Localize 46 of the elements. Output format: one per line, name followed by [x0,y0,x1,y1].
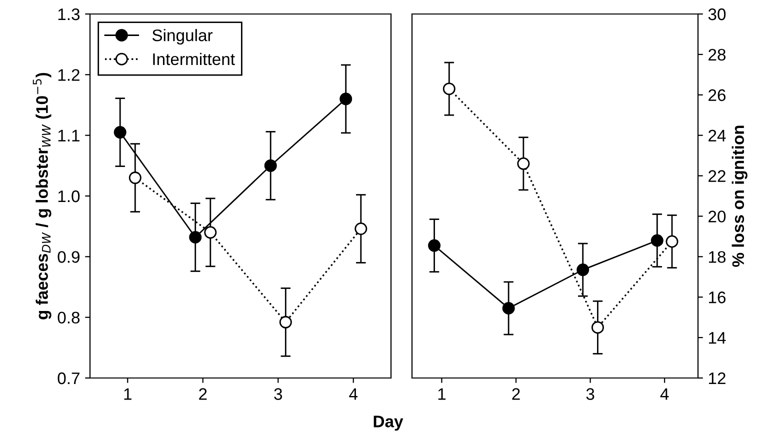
point [264,159,277,172]
y-tick-label: 22 [708,170,726,182]
point [428,239,441,252]
x-axis-title: Day [374,416,404,431]
y-tick-label: 24 [708,130,726,142]
y-tick-label: 1.0 [58,190,80,202]
y-tick-label: 0.9 [58,251,80,263]
point [114,126,126,139]
y-tick-label: 26 [708,89,726,102]
y-axis-title: % loss on ignition [732,126,748,267]
point [666,235,678,248]
y-tick-label: 16 [708,292,726,304]
point [204,226,217,239]
point [279,316,292,328]
point [442,82,456,96]
point [128,172,142,184]
point [189,231,202,244]
y-tick-label: 0.7 [58,372,80,384]
x-tick-label: 2 [512,388,520,400]
y-tick-label: 0.8 [58,312,80,324]
legend-label: Singular [152,29,213,45]
y-tick-label: 18 [708,251,726,263]
point [650,234,664,247]
x-tick-label: 2 [199,388,207,400]
x-tick-label: 4 [349,388,358,400]
y-tick-label: 30 [708,8,726,20]
point [517,157,530,170]
y-tick-label: 1.2 [58,69,80,81]
y-tick-label: 28 [708,48,726,61]
x-tick-label: 3 [274,388,282,400]
y-axis-title: g faeces$_{DW}$ / g lobster$_{WW}$ (10$^{−5}$) [32,72,52,320]
x-tick-label: 1 [438,388,446,400]
y-tick-label: 1.1 [58,130,80,142]
y-tick-label: 12 [708,372,726,384]
y-tick-label: 14 [708,332,726,344]
x-tick-label: 4 [660,388,669,400]
point [502,302,515,314]
point [576,264,590,276]
point [591,321,604,334]
y-tick-label: 20 [708,210,726,222]
y-tick-label: 1.3 [58,8,80,20]
point [340,92,352,106]
legend-label: Intermittent [153,52,235,66]
point [354,222,368,236]
x-tick-label: 3 [586,388,594,400]
x-tick-label: 1 [124,388,132,400]
